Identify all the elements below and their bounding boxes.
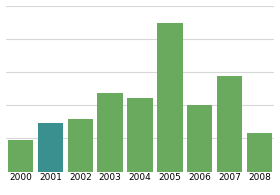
Bar — [127, 98, 153, 172]
Bar — [8, 140, 33, 172]
Bar — [187, 105, 213, 172]
Bar — [217, 76, 242, 172]
Bar — [247, 133, 272, 172]
Bar — [97, 93, 123, 172]
Bar — [38, 123, 63, 172]
Bar — [67, 119, 93, 172]
Bar — [157, 23, 183, 172]
